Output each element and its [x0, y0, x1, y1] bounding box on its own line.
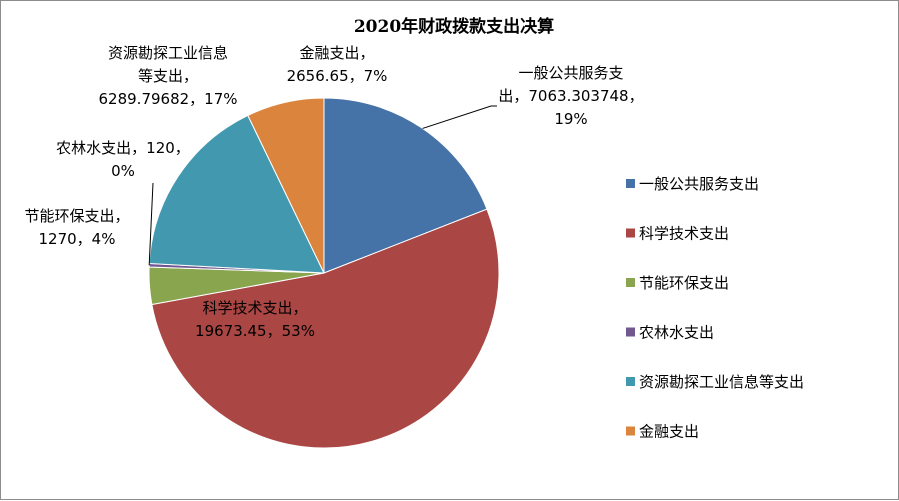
- legend-swatch-3: [626, 278, 635, 287]
- leader-line-1: [422, 105, 497, 129]
- pie-slice-5: [148, 114, 325, 274]
- legend-label-5: 资源勘探工业信息等支出: [639, 373, 804, 391]
- legend-label-4: 农林水支出: [639, 324, 714, 342]
- leader-lines: [148, 105, 497, 266]
- chart-title: 2020年财政拨款支出决算: [354, 16, 554, 37]
- data-label-3: 节能环保支出， 1270，4%: [24, 207, 129, 248]
- legend-label-2: 科学技术支出: [639, 225, 729, 243]
- pie-slice-2: [151, 208, 500, 449]
- pie-slice-6: [247, 97, 325, 274]
- data-label-6: 金融支出， 2656.65，7%: [287, 44, 388, 85]
- legend-label-6: 金融支出: [639, 423, 699, 441]
- data-labels: 一般公共服务支出，7063.303748， 19% 科学技术支出， 19673.45，…: [24, 44, 643, 340]
- legend-label-3: 节能环保支出: [639, 274, 729, 292]
- legend-swatch-5: [626, 377, 635, 386]
- leader-line-4: [148, 182, 154, 266]
- data-label-1: 一般公共服务支出，7063.303748， 19%: [498, 64, 643, 128]
- data-label-4: 农林水支出，120， 0%: [56, 139, 190, 180]
- legend-swatch-4: [626, 327, 635, 337]
- data-label-5: 资源勘探工业信息等支出， 6289.79682，17%: [99, 44, 238, 108]
- data-label-2: 科学技术支出， 19673.45，53%: [195, 299, 315, 340]
- legend-swatch-6: [626, 426, 635, 436]
- pie-slices: [148, 97, 500, 449]
- legend-label-1: 一般公共服务支出: [639, 175, 759, 193]
- legend-swatch-2: [626, 228, 635, 238]
- legend-swatch-1: [626, 179, 635, 188]
